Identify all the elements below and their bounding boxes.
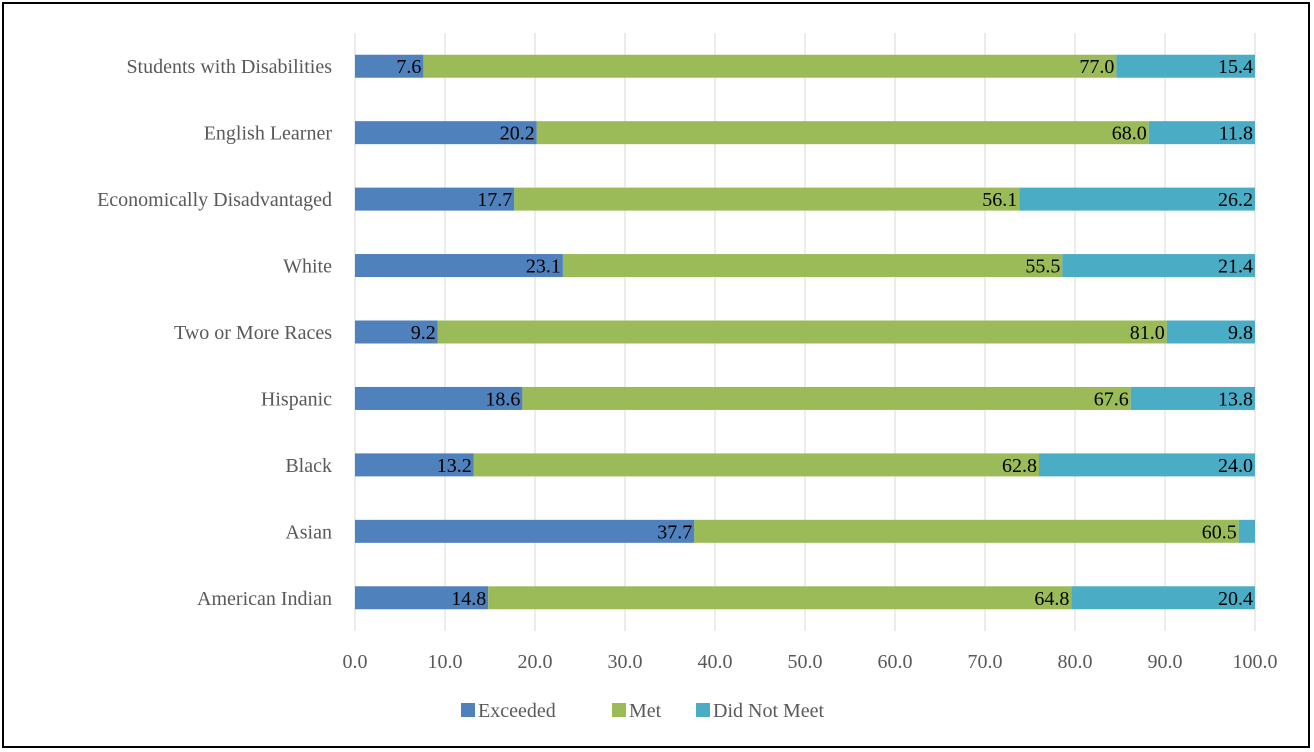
x-tick-label: 100.0 xyxy=(1233,651,1278,673)
x-tick-labels: 0.0 10.0 20.0 30.0 40.0 50.0 60.0 70.0 80.0 90.0 1… xyxy=(343,651,1278,673)
data-label: 62.8 xyxy=(1002,455,1037,477)
x-tick-label: 20.0 xyxy=(518,651,553,673)
data-label: 9.8 xyxy=(1228,322,1253,344)
category-label: American Indian xyxy=(197,588,332,610)
x-tick-label: 0.0 xyxy=(343,651,368,673)
x-tick-label: 40.0 xyxy=(698,651,733,673)
category-label: English Learner xyxy=(204,123,333,145)
bar-segment-exceeded xyxy=(355,519,695,543)
bar-segment-exceeded xyxy=(355,187,515,211)
data-label: 14.8 xyxy=(451,588,486,610)
data-label: 55.5 xyxy=(1025,256,1060,278)
bar-segment-exceeded xyxy=(355,586,489,610)
data-label: 15.4 xyxy=(1218,56,1253,78)
legend-label: Exceeded xyxy=(478,700,556,722)
x-tick-label: 10.0 xyxy=(428,651,463,673)
x-tick-label: 60.0 xyxy=(878,651,913,673)
bar-segment-exceeded xyxy=(355,54,424,78)
bar-segment-met xyxy=(694,519,1239,543)
legend-label: Met xyxy=(629,700,662,722)
x-tick-label: 90.0 xyxy=(1148,651,1183,673)
bar-segment-exceeded xyxy=(355,320,438,344)
legend-swatch xyxy=(612,703,626,717)
data-label: 26.2 xyxy=(1218,189,1253,211)
data-label: 23.1 xyxy=(526,256,561,278)
bars xyxy=(355,54,1255,610)
category-label: White xyxy=(283,256,332,278)
bar-segment-did-not-meet xyxy=(1062,254,1255,278)
bar-segment-did-not-meet xyxy=(1116,54,1255,78)
bar-segment-met xyxy=(514,187,1020,211)
bar-segment-did-not-meet xyxy=(1071,586,1255,610)
bar-segment-met xyxy=(423,54,1117,78)
category-label: Economically Disadvantaged xyxy=(97,189,332,211)
bar-segment-met xyxy=(536,121,1149,145)
data-label: 24.0 xyxy=(1218,455,1253,477)
legend-swatch xyxy=(696,703,710,717)
data-label: 13.8 xyxy=(1218,388,1253,410)
bar-segment-exceeded xyxy=(355,386,523,410)
data-label: 7.6 xyxy=(396,56,421,78)
bar-segment-met xyxy=(437,320,1167,344)
data-label: 56.1 xyxy=(982,189,1017,211)
bar-segment-met xyxy=(488,586,1072,610)
category-label: Two or More Races xyxy=(174,322,332,344)
legend-label: Did Not Meet xyxy=(713,700,825,722)
data-label: 9.2 xyxy=(411,322,436,344)
bar-segment-did-not-meet xyxy=(1130,386,1255,410)
x-tick-label: 30.0 xyxy=(608,651,643,673)
data-label: 37.7 xyxy=(657,521,692,543)
legend: Exceeded Met Did Not Meet xyxy=(461,700,825,722)
bar-segment-met xyxy=(562,254,1063,278)
bar-segment-did-not-meet xyxy=(1148,121,1255,145)
data-label: 20.2 xyxy=(500,123,535,145)
data-label: 11.8 xyxy=(1219,123,1253,145)
data-label: 77.0 xyxy=(1079,56,1114,78)
x-tick-label: 50.0 xyxy=(788,651,823,673)
data-label: 60.5 xyxy=(1202,521,1237,543)
bar-segment-did-not-meet xyxy=(1019,187,1255,211)
bar-segment-exceeded xyxy=(355,453,474,477)
bar-segment-did-not-meet xyxy=(1039,453,1255,477)
data-label: 68.0 xyxy=(1112,123,1147,145)
data-label: 18.6 xyxy=(485,388,520,410)
data-label: 21.4 xyxy=(1218,256,1253,278)
legend-swatch xyxy=(461,703,475,717)
bar-segment-met xyxy=(473,453,1039,477)
bar-segment-did-not-meet xyxy=(1238,519,1255,543)
bar-segment-exceeded xyxy=(355,254,563,278)
x-tick-label: 70.0 xyxy=(968,651,1003,673)
x-tick-label: 80.0 xyxy=(1058,651,1093,673)
category-labels: Students with Disabilities English Learne… xyxy=(97,56,332,610)
data-label: 17.7 xyxy=(477,189,512,211)
data-label: 81.0 xyxy=(1130,322,1165,344)
data-label: 64.8 xyxy=(1034,588,1069,610)
data-label: 13.2 xyxy=(437,455,472,477)
data-labels: 7.6 77.0 15.4 20.2 68.0 11.8 17.7 56.1 26.2 23.1 5… xyxy=(396,56,1253,610)
category-label: Hispanic xyxy=(261,388,332,410)
category-label: Students with Disabilities xyxy=(126,56,332,78)
data-label: 20.4 xyxy=(1218,588,1253,610)
bar-segment-met xyxy=(522,386,1131,410)
bar-segment-did-not-meet xyxy=(1166,320,1255,344)
category-label: Asian xyxy=(285,521,332,543)
data-label: 67.6 xyxy=(1094,388,1129,410)
category-label: Black xyxy=(285,455,332,477)
bar-segment-exceeded xyxy=(355,121,537,145)
